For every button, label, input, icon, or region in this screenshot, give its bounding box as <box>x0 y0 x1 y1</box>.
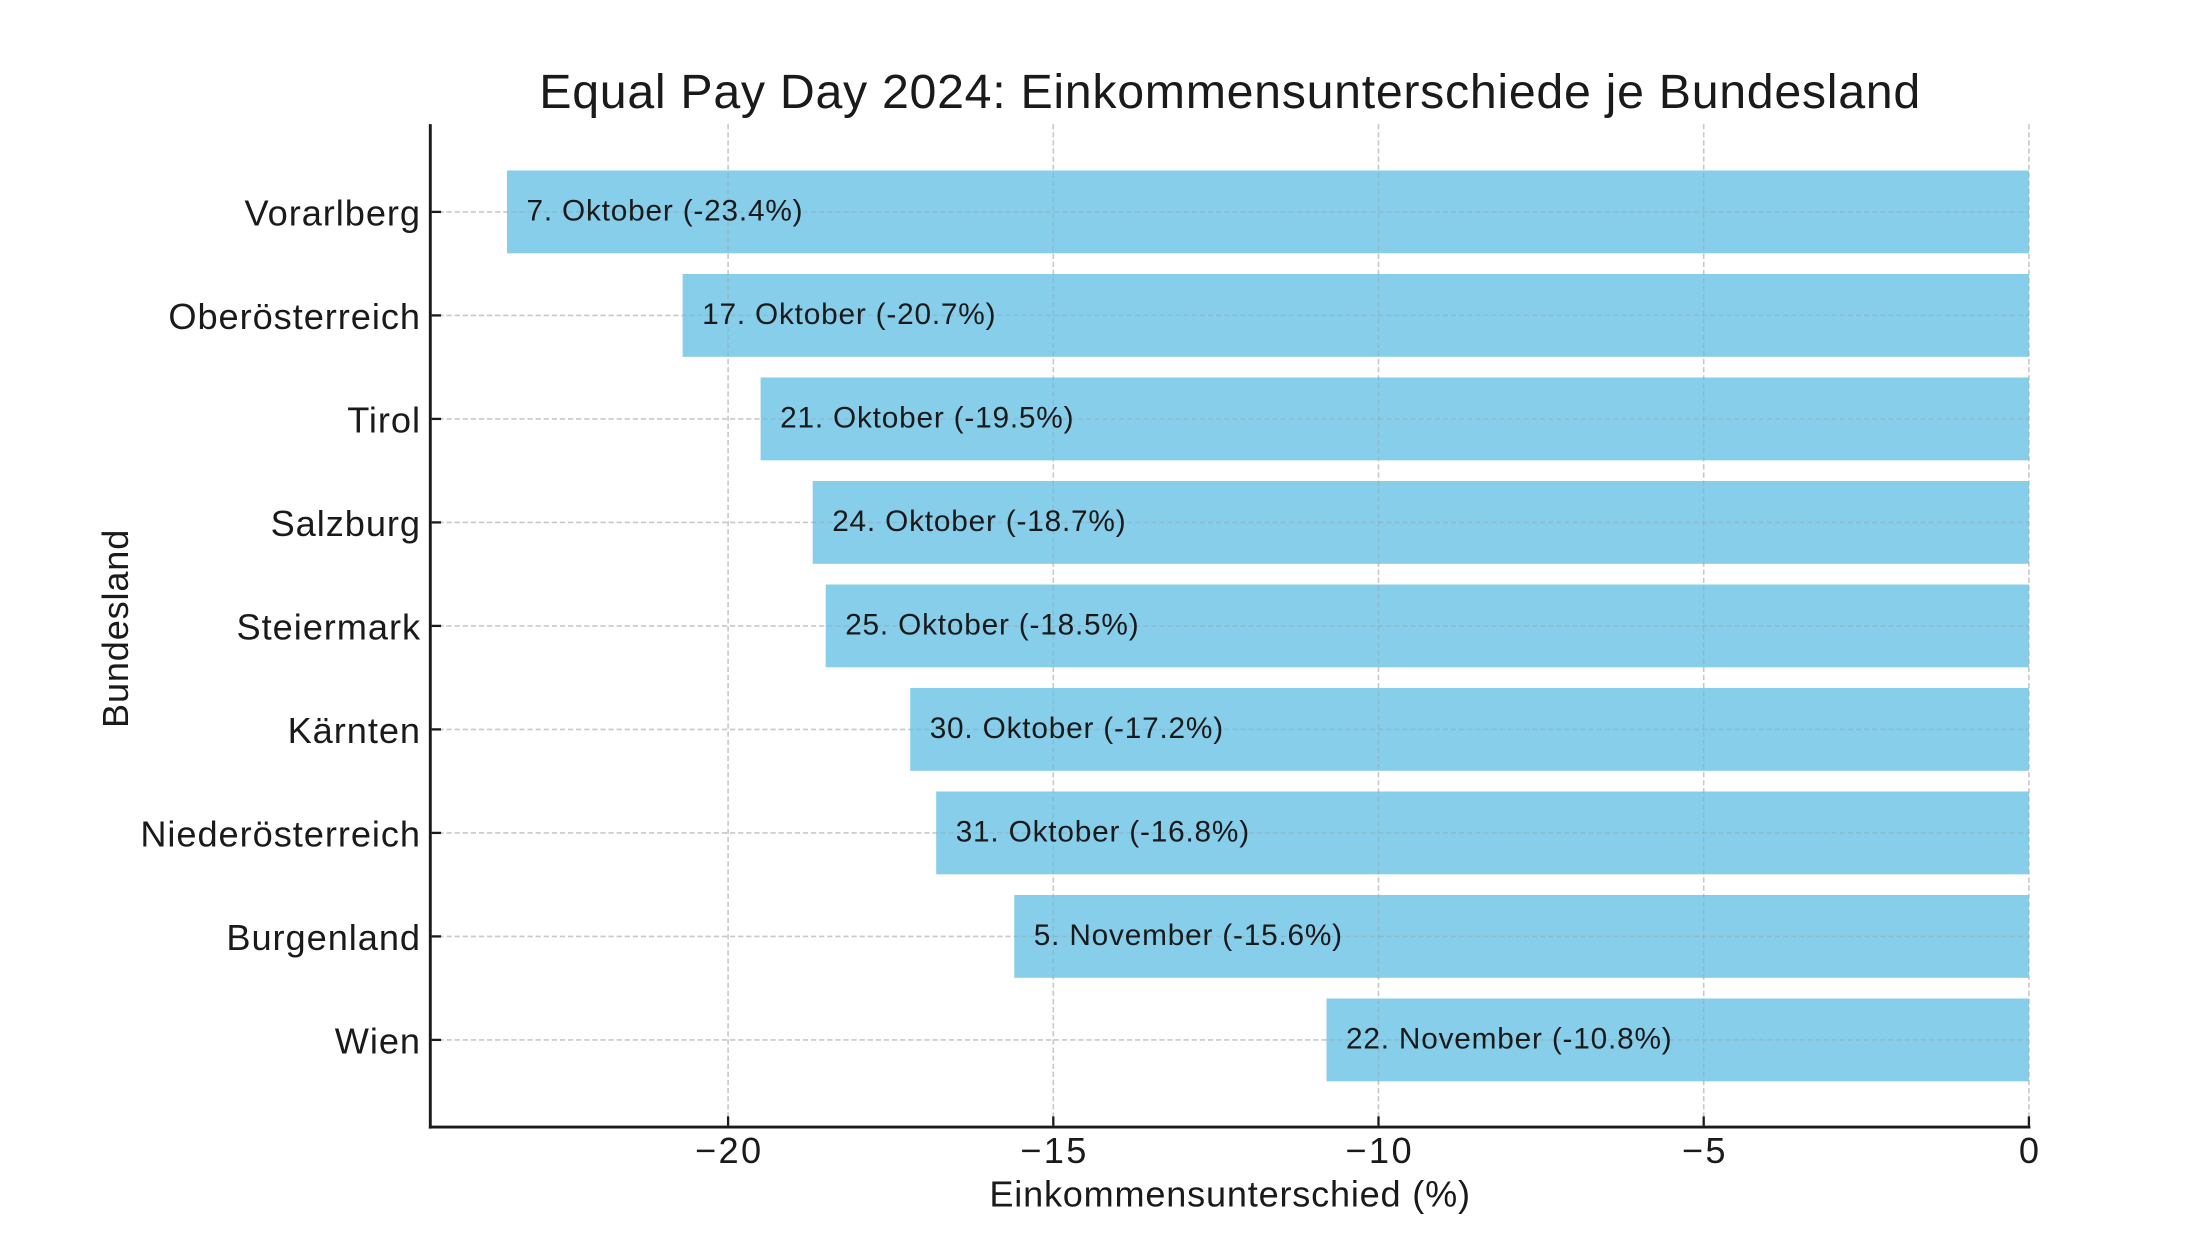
svg-text:Oberösterreich: Oberösterreich <box>168 296 421 337</box>
svg-text:Vorarlberg: Vorarlberg <box>245 192 421 233</box>
svg-text:24. Oktober (-18.7%): 24. Oktober (-18.7%) <box>832 505 1126 538</box>
svg-text:−5: −5 <box>1682 1130 1728 1171</box>
svg-text:21. Oktober (-19.5%): 21. Oktober (-19.5%) <box>780 401 1074 434</box>
svg-text:Kärnten: Kärnten <box>288 710 421 751</box>
svg-text:Bundesland: Bundesland <box>95 529 136 728</box>
svg-text:7. Oktober (-23.4%): 7. Oktober (-23.4%) <box>527 194 804 227</box>
svg-text:−20: −20 <box>695 1130 764 1171</box>
svg-text:17. Oktober (-20.7%): 17. Oktober (-20.7%) <box>702 298 996 331</box>
svg-text:Salzburg: Salzburg <box>271 503 421 544</box>
svg-text:Einkommensunterschied (%): Einkommensunterschied (%) <box>989 1174 1470 1215</box>
svg-text:5. November (-15.6%): 5. November (-15.6%) <box>1034 919 1343 952</box>
svg-text:31. Oktober (-16.8%): 31. Oktober (-16.8%) <box>956 815 1250 848</box>
svg-text:Burgenland: Burgenland <box>226 917 421 958</box>
svg-text:Tirol: Tirol <box>347 399 421 440</box>
svg-text:30. Oktober (-17.2%): 30. Oktober (-17.2%) <box>930 712 1224 745</box>
svg-text:Steiermark: Steiermark <box>237 606 421 647</box>
svg-text:25. Oktober (-18.5%): 25. Oktober (-18.5%) <box>845 608 1139 641</box>
svg-text:Equal Pay Day 2024: Einkommens: Equal Pay Day 2024: Einkommensunterschie… <box>539 65 1921 119</box>
svg-text:0: 0 <box>2019 1130 2042 1171</box>
svg-text:22. November (-10.8%): 22. November (-10.8%) <box>1346 1022 1672 1055</box>
svg-text:Wien: Wien <box>335 1020 421 1061</box>
svg-text:Niederösterreich: Niederösterreich <box>140 813 421 854</box>
svg-text:−10: −10 <box>1345 1130 1414 1171</box>
svg-text:−15: −15 <box>1020 1130 1089 1171</box>
